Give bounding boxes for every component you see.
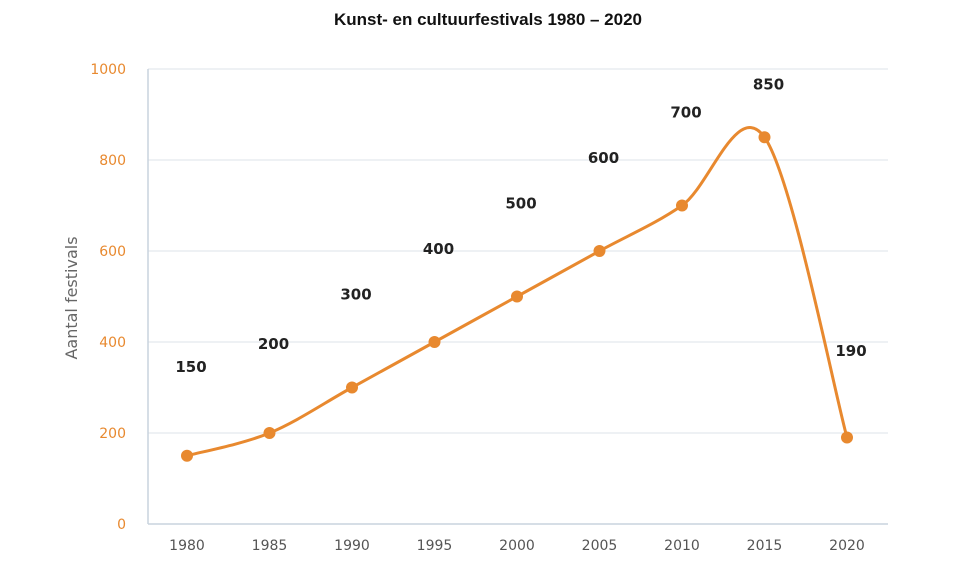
data-point — [181, 449, 193, 462]
x-tick-label: 1985 — [252, 538, 288, 554]
data-point — [676, 199, 688, 212]
y-axis-label: Aantal festivals — [62, 236, 81, 359]
x-tick-label: 2005 — [582, 538, 618, 554]
y-tick-label: 200 — [99, 426, 126, 442]
y-tick-label: 0 — [117, 517, 126, 533]
data-label: 850 — [753, 75, 784, 93]
x-tick-label: 2015 — [747, 538, 783, 554]
data-label: 300 — [340, 286, 371, 304]
grid-lines — [148, 68, 888, 434]
y-tick-label: 800 — [99, 153, 126, 169]
data-point — [758, 131, 771, 144]
x-tick-label: 1990 — [334, 538, 370, 554]
x-tick-label: 2000 — [499, 538, 535, 554]
data-label: 200 — [258, 335, 289, 353]
data-label: 190 — [835, 342, 866, 360]
x-tick-label: 1995 — [417, 538, 453, 554]
y-tick-label: 1000 — [90, 62, 126, 78]
series-line — [186, 126, 849, 458]
data-label: 150 — [175, 358, 206, 376]
axes — [147, 69, 888, 525]
data-point — [511, 290, 523, 303]
data-label: 600 — [588, 149, 619, 167]
data-points — [181, 131, 853, 462]
data-label: 500 — [505, 195, 536, 213]
x-tick-label: 2010 — [664, 538, 700, 554]
y-tick-label: 400 — [99, 335, 126, 351]
data-point — [428, 336, 441, 348]
y-tick-label: 600 — [99, 244, 126, 260]
x-tick-label: 2020 — [829, 538, 865, 554]
data-labels: 150 200 300 400 500 600 700 850 190 — [175, 75, 866, 376]
data-label: 400 — [423, 240, 454, 258]
chart-title: Kunst- en cultuurfestivals 1980 – 2020 — [333, 10, 643, 29]
x-tick-label: 1980 — [169, 538, 205, 554]
data-point — [841, 431, 853, 444]
y-tick-labels: 0 200 400 600 800 1000 — [90, 62, 126, 533]
data-point — [346, 381, 358, 394]
data-point — [593, 245, 606, 257]
data-point — [263, 427, 276, 439]
x-tick-labels: 1980 1985 1990 1995 2000 2005 2010 2015 2020 — [169, 538, 865, 554]
data-label: 700 — [670, 104, 701, 122]
